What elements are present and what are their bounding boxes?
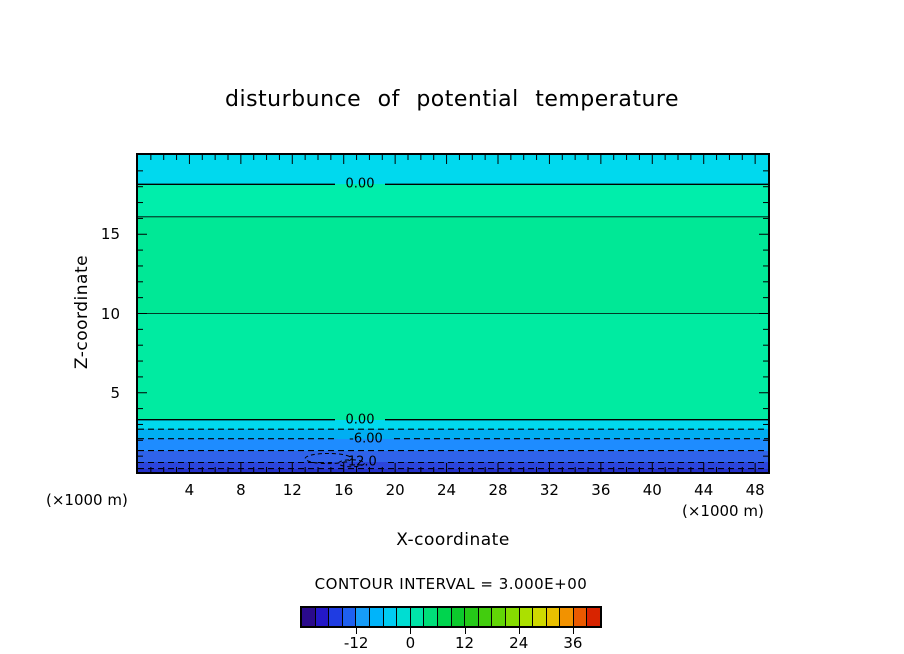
colorbar-cell (302, 608, 316, 626)
contour-label: 0.00 (345, 412, 375, 428)
colorbar-cell (492, 608, 506, 626)
contour-label: -12.0 (343, 454, 377, 470)
colorbar-tick-label: 24 (509, 634, 529, 652)
x-tick-label: 40 (642, 481, 662, 499)
x-tick-label: 16 (334, 481, 354, 499)
fill-band (138, 184, 768, 218)
y-tick-labels: 5 10 15 (84, 155, 128, 472)
x-tick-label: 48 (745, 481, 765, 499)
colorbar-cell (356, 608, 370, 626)
colorbar-cell (329, 608, 343, 626)
colorbar-cell (397, 608, 411, 626)
colorbar-cell (410, 608, 425, 626)
colorbar (300, 606, 602, 628)
contour-interval-text: CONTOUR INTERVAL = 3.000E+00 (314, 575, 588, 593)
x-tick-labels: 4 8 12 16 20 24 28 32 36 40 44 48 (138, 481, 768, 499)
x-tick-label: 24 (437, 481, 457, 499)
x-tick-label: 8 (236, 481, 246, 499)
colorbar-cell (573, 608, 588, 626)
colorbar-tick (410, 628, 412, 634)
colorbar-cell (546, 608, 561, 626)
colorbar-cell (383, 608, 398, 626)
closed-contour (338, 459, 365, 468)
y-tick-label: 10 (100, 304, 120, 323)
plot-area: 0.00 0.00 -6.00 -12.0 (136, 153, 770, 474)
fill-band (138, 462, 768, 470)
colorbar-cell (424, 608, 438, 626)
x-tick-label: 44 (694, 481, 714, 499)
x-tick-label: 20 (385, 481, 405, 499)
y-tick-label: 5 (110, 383, 120, 402)
colorbar-cell (369, 608, 384, 626)
fill-band (138, 429, 768, 440)
x-tick-label: 36 (591, 481, 611, 499)
colorbar-cell (451, 608, 466, 626)
x-tick-label: 12 (282, 481, 302, 499)
fill-band (138, 468, 768, 472)
x-axis-unit: (×1000 m) (682, 502, 764, 520)
colorbar-tick (518, 628, 520, 634)
x-tick-label: 32 (539, 481, 559, 499)
colorbar-cell (478, 608, 493, 626)
contour-label: -6.00 (349, 431, 383, 447)
fill-band (138, 438, 768, 452)
colorbar-cell (315, 608, 330, 626)
colorbar-cell (533, 608, 547, 626)
colorbar-tick (356, 628, 358, 634)
y-axis-unit: (×1000 m) (46, 491, 128, 509)
colorbar-cell (437, 608, 452, 626)
x-axis-label: X-coordinate (396, 530, 510, 550)
contour-label: 0.00 (345, 176, 375, 192)
colorbar-tick-label: 0 (405, 634, 416, 652)
colorbar-cell (519, 608, 534, 626)
colorbar-tick (572, 628, 574, 634)
closed-contour (304, 452, 352, 465)
colorbar-tick-label: -12 (343, 634, 369, 652)
x-tick-label: 28 (488, 481, 508, 499)
fill-band (138, 419, 768, 430)
colorbar-ticks (300, 628, 602, 634)
y-tick-label: 15 (100, 225, 120, 244)
x-tick-label: 4 (184, 481, 195, 499)
chart-title: disturbunce of potential temperature (225, 87, 679, 112)
band-layer (138, 155, 768, 472)
fill-band (138, 155, 768, 185)
colorbar-labels: -12 0 12 24 36 (300, 634, 602, 652)
colorbar-tick-label: 36 (563, 634, 583, 652)
colorbar-tick (464, 628, 466, 634)
colorbar-cell (587, 608, 601, 626)
contour-svg (138, 155, 768, 472)
fill-band (138, 216, 768, 315)
colorbar-cell (342, 608, 357, 626)
fill-band (138, 450, 768, 464)
colorbar-tick-label: 12 (454, 634, 475, 652)
colorbar-cell (560, 608, 574, 626)
colorbar-cell (465, 608, 479, 626)
colorbar-cell (505, 608, 520, 626)
fill-band (138, 313, 768, 421)
